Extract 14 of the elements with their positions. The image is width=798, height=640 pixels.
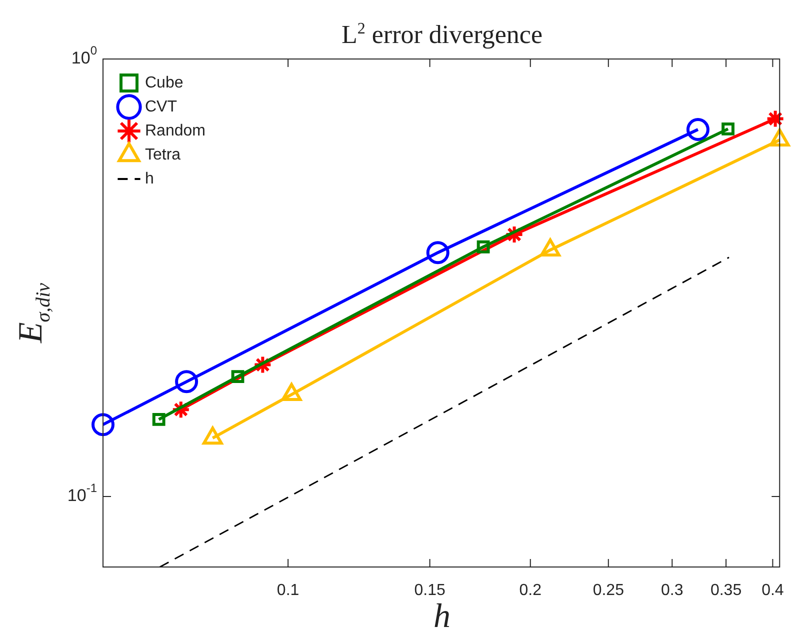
x-tick-label: 0.1 — [276, 582, 300, 600]
legend-label: Tetra — [145, 146, 181, 164]
legend-label: Random — [145, 122, 206, 140]
x-tick-label: 0.15 — [414, 582, 446, 600]
legend-label: h — [145, 170, 154, 188]
legend-label: Cube — [145, 74, 184, 92]
chart-title: L$^{2}$ error divergence — [340, 20, 544, 50]
x-tick-label: 0.35 — [710, 582, 742, 600]
x-axis-title: h — [432, 598, 452, 636]
legend-label: CVT — [145, 98, 178, 116]
x-tick-label: 0.4 — [762, 582, 784, 600]
x-tick-label: 0.25 — [592, 582, 624, 600]
x-tick-label: 0.3 — [661, 582, 684, 600]
x-tick-label: 0.2 — [519, 582, 542, 600]
